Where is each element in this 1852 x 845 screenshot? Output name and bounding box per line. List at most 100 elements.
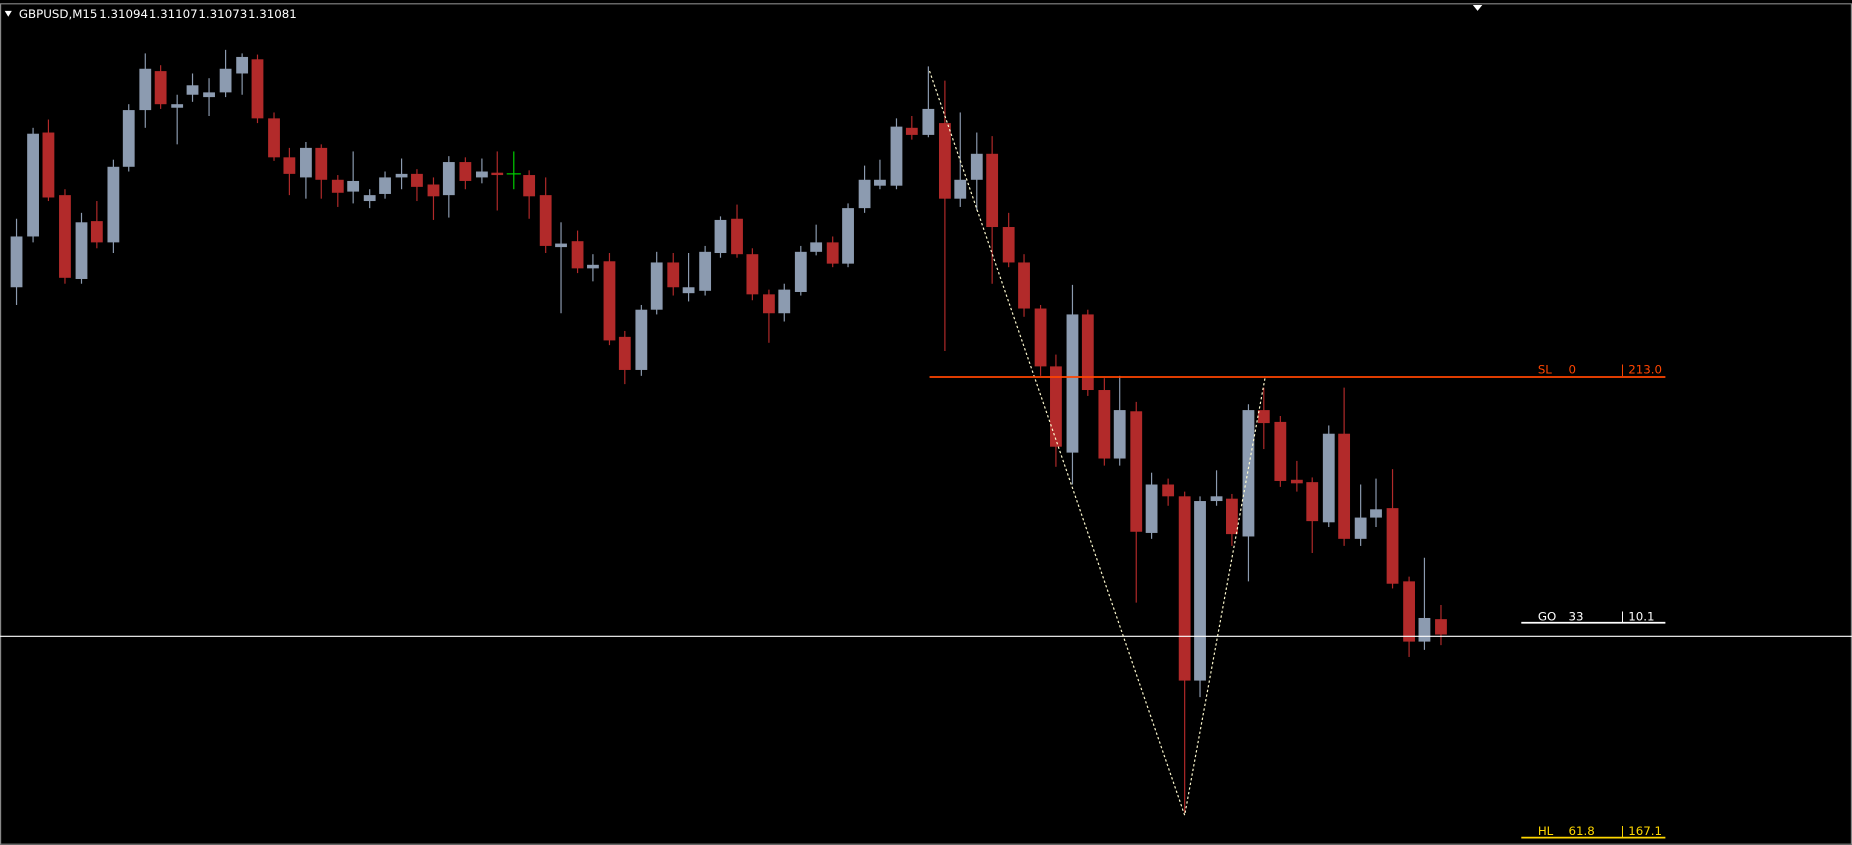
candle-body [1162, 484, 1175, 497]
candle-body [667, 262, 680, 288]
candle-body [1194, 501, 1206, 681]
candle-body [986, 153, 999, 228]
candle-body [890, 126, 903, 186]
candle-body [970, 153, 983, 180]
level-distance: | 167.1 [1621, 824, 1663, 838]
candle-body [107, 166, 120, 243]
candle-body [778, 289, 791, 314]
candle-body [794, 251, 807, 292]
candle-body [1034, 308, 1047, 367]
candle-body [219, 68, 232, 93]
candle-body [1050, 366, 1062, 447]
candle-body [874, 179, 886, 186]
candle-body [75, 222, 88, 279]
candle-body [347, 180, 360, 192]
candle-body [1145, 484, 1158, 533]
candle-body [363, 195, 376, 202]
candle-body [1066, 314, 1079, 453]
candle-body [1257, 410, 1270, 424]
candle-body [1418, 617, 1431, 642]
candle-body [1354, 517, 1367, 539]
price-low: 1.31073 [198, 7, 247, 21]
candle-body [763, 294, 775, 314]
candle-body [122, 110, 135, 167]
candle-body [251, 59, 264, 119]
candle-body [1226, 498, 1238, 535]
candle-body [1178, 496, 1191, 681]
candle-body [1403, 581, 1415, 642]
candle-body [826, 242, 839, 264]
level-value: 61.8 [1569, 824, 1595, 838]
candle-body [1018, 262, 1030, 309]
candle-body [300, 147, 312, 178]
candle-body [395, 173, 408, 178]
candle-body [1274, 421, 1287, 481]
symbol-label: GBPUSD,M15 [19, 7, 98, 21]
candle-body [203, 92, 215, 98]
candle-body [171, 104, 184, 108]
candle-body [523, 175, 536, 197]
candle-body [1386, 508, 1399, 584]
candle-body [139, 68, 152, 111]
candle-body [90, 221, 103, 243]
price-open: 1.31094 [99, 7, 148, 21]
candle-body [459, 162, 472, 181]
candle-body [1338, 433, 1351, 539]
level-name: SL [1538, 362, 1552, 376]
candle-body [186, 85, 199, 95]
candle-body [1130, 411, 1143, 532]
candle-body [938, 123, 951, 199]
candle-body [555, 243, 567, 248]
candle-body [1113, 410, 1126, 459]
candle-body [27, 133, 39, 237]
level-value: 33 [1569, 609, 1584, 623]
candle-body [1435, 619, 1447, 635]
candle-body [714, 219, 727, 254]
price-close: 1.31081 [248, 7, 297, 21]
candle-body [236, 56, 249, 74]
level-name: HL [1538, 824, 1554, 838]
candle-body [1210, 496, 1223, 502]
candle-body [10, 236, 23, 288]
candle-body [905, 127, 918, 135]
candle-body [810, 242, 823, 252]
candle-body [379, 177, 391, 194]
shift-marker[interactable] [1472, 4, 1483, 11]
menu-triangle[interactable] [4, 10, 12, 17]
level-value: 0 [1569, 362, 1577, 376]
candle-body [858, 179, 871, 209]
candle-body [1370, 509, 1382, 518]
candle-body [618, 336, 631, 370]
candle-body [491, 172, 504, 176]
candle-body [42, 132, 55, 198]
candle-body [1306, 482, 1319, 522]
candles [10, 49, 1447, 813]
candle-body [331, 179, 344, 193]
candle-body [1290, 479, 1303, 484]
candle-body [1242, 410, 1255, 537]
candle-body [746, 254, 759, 295]
candle-body [539, 195, 552, 246]
candle-body [682, 287, 695, 294]
level-distance: | 10.1 [1621, 609, 1655, 623]
candle-body [442, 162, 455, 196]
candle-body [571, 241, 584, 269]
candle-body [315, 147, 328, 180]
candle-body [1098, 390, 1111, 459]
candle-body [1002, 227, 1015, 263]
candle-body [1081, 314, 1094, 391]
candle-body [427, 184, 440, 197]
zigzag-line [928, 70, 1266, 818]
candle-body [922, 108, 935, 135]
candle-body [154, 71, 167, 105]
price-high: 1.31107 [149, 7, 198, 21]
candle-body [283, 157, 296, 174]
candle-body [475, 171, 488, 178]
candle-body [59, 195, 71, 278]
level-name: GO [1538, 609, 1556, 623]
candle-body [1322, 433, 1335, 523]
candle-body [842, 208, 854, 264]
candle-body [699, 251, 712, 291]
